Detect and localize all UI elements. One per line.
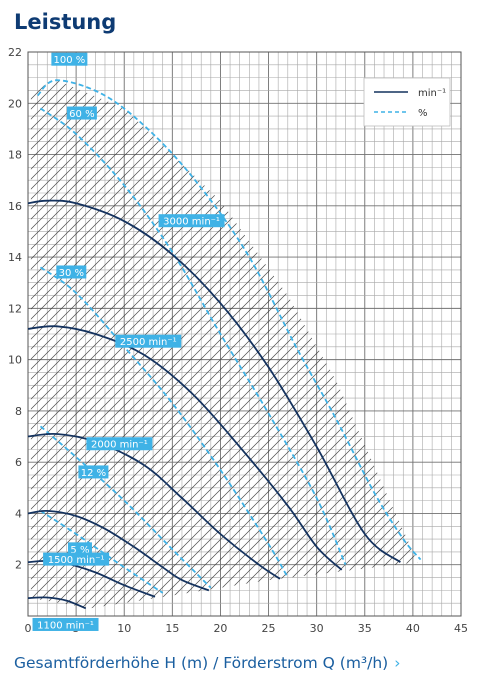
speed-curve xyxy=(27,325,343,571)
curve-label-text: 3000 min⁻¹ xyxy=(163,217,220,228)
x-tick-label: 15 xyxy=(165,622,179,635)
curve-label: 1100 min⁻¹ xyxy=(32,617,99,631)
curve-label-box xyxy=(66,106,97,120)
efficiency-curve xyxy=(39,425,212,589)
hatched-area xyxy=(30,80,418,609)
speed-curve xyxy=(27,596,87,610)
curve-label-text: 1500 min⁻¹ xyxy=(48,555,105,566)
curve-label: 12 % xyxy=(78,465,109,479)
curve-label: 60 % xyxy=(66,106,97,120)
y-tick-label: 12 xyxy=(8,302,22,315)
curve-label-box xyxy=(78,465,109,479)
curve-label-text: 1100 min⁻¹ xyxy=(37,620,94,631)
curve-label: 3000 min⁻¹ xyxy=(158,214,225,228)
curve-label-box xyxy=(67,542,92,556)
efficiency-curve xyxy=(39,107,347,566)
curve-label-text: 30 % xyxy=(59,268,84,279)
hatched-operating-region xyxy=(30,80,418,609)
legend-label: min⁻¹ xyxy=(418,88,446,99)
curve-label-text: 5 % xyxy=(70,545,89,556)
curve-label-box xyxy=(32,617,99,631)
x-tick-label: 20 xyxy=(213,622,227,635)
curve-label-text: 60 % xyxy=(69,109,94,120)
curve-labels: 100 % 60 % 30 % 12 % 5 % 3000 min⁻¹ 2500 min⁻¹… xyxy=(32,52,225,631)
chart-title: Leistung xyxy=(14,10,117,34)
curve-label: 100 % xyxy=(51,52,88,66)
speed-curve xyxy=(27,199,401,563)
curve-label-box xyxy=(51,52,88,66)
curve-label: 2500 min⁻¹ xyxy=(115,334,182,348)
curve-label: 5 % xyxy=(67,542,92,556)
y-tick-label: 22 xyxy=(8,46,22,59)
curve-label-box xyxy=(158,214,225,228)
efficiency-curve xyxy=(39,266,289,578)
x-tick-label: 35 xyxy=(358,622,372,635)
legend-label: % xyxy=(418,108,428,119)
y-tick-label: 18 xyxy=(8,149,22,162)
axes: 051015202530354045246810121416182022 xyxy=(8,46,468,635)
efficiency-curve xyxy=(36,79,422,561)
y-tick-label: 10 xyxy=(8,354,22,367)
y-tick-label: 8 xyxy=(15,405,22,418)
y-tick-label: 4 xyxy=(15,507,22,520)
axis-caption-link[interactable]: Gesamtförderhöhe H (m) / Förderstrom Q (… xyxy=(14,654,400,672)
legend-box xyxy=(363,77,451,127)
speed-curve xyxy=(27,432,281,580)
legend: min⁻¹% xyxy=(363,77,451,127)
curve-label-box xyxy=(56,265,87,279)
x-tick-label: 45 xyxy=(454,622,468,635)
chevron-right-icon: › xyxy=(394,654,401,672)
curve-label-text: 12 % xyxy=(81,468,106,479)
y-tick-label: 2 xyxy=(15,559,22,572)
curve-label-text: 2500 min⁻¹ xyxy=(120,337,177,348)
curve-label-text: 2000 min⁻¹ xyxy=(91,440,148,451)
speed-curve xyxy=(27,509,210,592)
curve-label-text: 100 % xyxy=(53,55,85,66)
curve-label: 30 % xyxy=(56,265,87,279)
curve-label-box xyxy=(115,334,182,348)
y-tick-label: 14 xyxy=(8,251,22,264)
curve-label: 1500 min⁻¹ xyxy=(43,552,110,566)
x-tick-label: 10 xyxy=(117,622,131,635)
curve-label-box xyxy=(43,552,110,566)
x-tick-label: 40 xyxy=(406,622,420,635)
efficiency-curve xyxy=(40,510,164,594)
axis-caption-text: Gesamtförderhöhe H (m) / Förderstrom Q (… xyxy=(14,654,389,672)
curve-label-box xyxy=(86,437,153,451)
x-tick-label: 30 xyxy=(310,622,324,635)
performance-chart: 051015202530354045246810121416182022 100… xyxy=(8,46,468,635)
curve-label: 2000 min⁻¹ xyxy=(86,437,153,451)
y-tick-label: 20 xyxy=(8,97,22,110)
y-tick-label: 16 xyxy=(8,200,22,213)
efficiency-curves xyxy=(36,79,422,594)
x-tick-label: 0 xyxy=(25,622,32,635)
plot-frame xyxy=(27,51,462,617)
y-tick-label: 6 xyxy=(15,456,22,469)
x-tick-label: 25 xyxy=(262,622,276,635)
